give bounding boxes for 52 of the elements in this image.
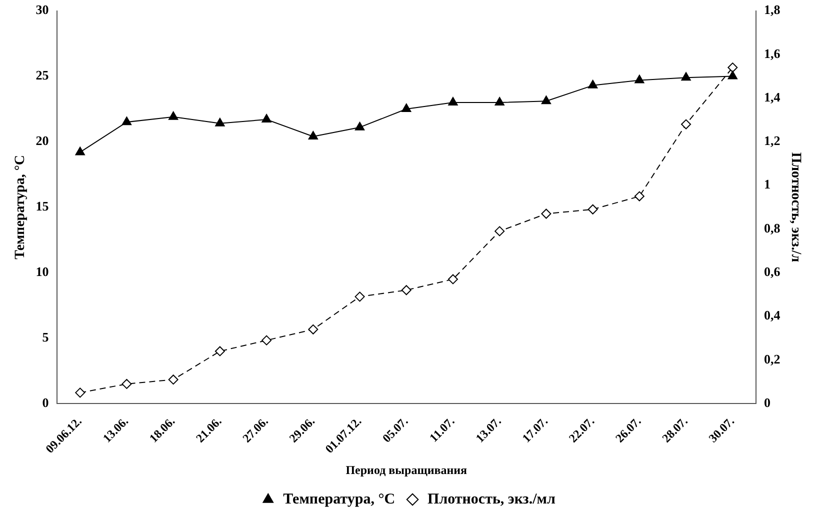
point [728,62,738,73]
point [494,226,505,236]
y-tick-label: 20 [36,133,49,148]
point [168,374,178,385]
point [122,116,132,126]
legend-label: Плотность, экз./мл [428,491,556,508]
point [448,274,458,284]
y-tick-label: 25 [36,68,50,83]
y-tick-label: 30 [36,2,49,18]
y2-tick-label: 1,6 [764,46,781,61]
point [494,96,504,106]
point [75,388,86,398]
y2-tick-label: 0,4 [764,308,781,323]
point [75,146,85,156]
point [122,378,132,389]
point [402,104,412,112]
point [354,122,365,130]
point [168,111,178,120]
point [262,114,272,122]
point [588,204,598,214]
y2-tick-label: 1 [764,176,770,192]
y2-tick-label: 1,2 [764,133,780,148]
point [308,130,318,140]
point [728,70,738,80]
point [541,96,552,104]
y2-axis-title: Плотность, экз./л [788,152,803,262]
point [634,74,644,84]
y2-tick-label: 0 [764,394,770,410]
y-axis-title: Температура, °C [13,154,28,260]
point [448,96,458,106]
y2-tick-label: 0,8 [764,220,781,236]
y-tick-label: 15 [36,198,50,214]
y-tick-label: 5 [42,329,50,344]
point [681,72,691,81]
y2-tick-label: 1,8 [764,2,781,18]
point [401,285,412,296]
point [215,118,225,126]
y2-tick-label: 0,2 [764,351,780,366]
legend-label: Температура, °C [283,491,396,508]
point [214,346,225,356]
y-tick-label: 0 [42,394,49,410]
point [308,324,318,334]
y2-tick-label: 0,6 [764,264,781,280]
point [541,208,552,219]
y-tick-label: 10 [36,264,49,280]
y2-tick-label: 1,4 [764,89,781,104]
point [262,335,272,346]
point [588,80,598,88]
point [354,292,365,302]
point [634,191,644,202]
x-axis-title: Период выращивания [346,462,468,477]
point [681,119,692,130]
